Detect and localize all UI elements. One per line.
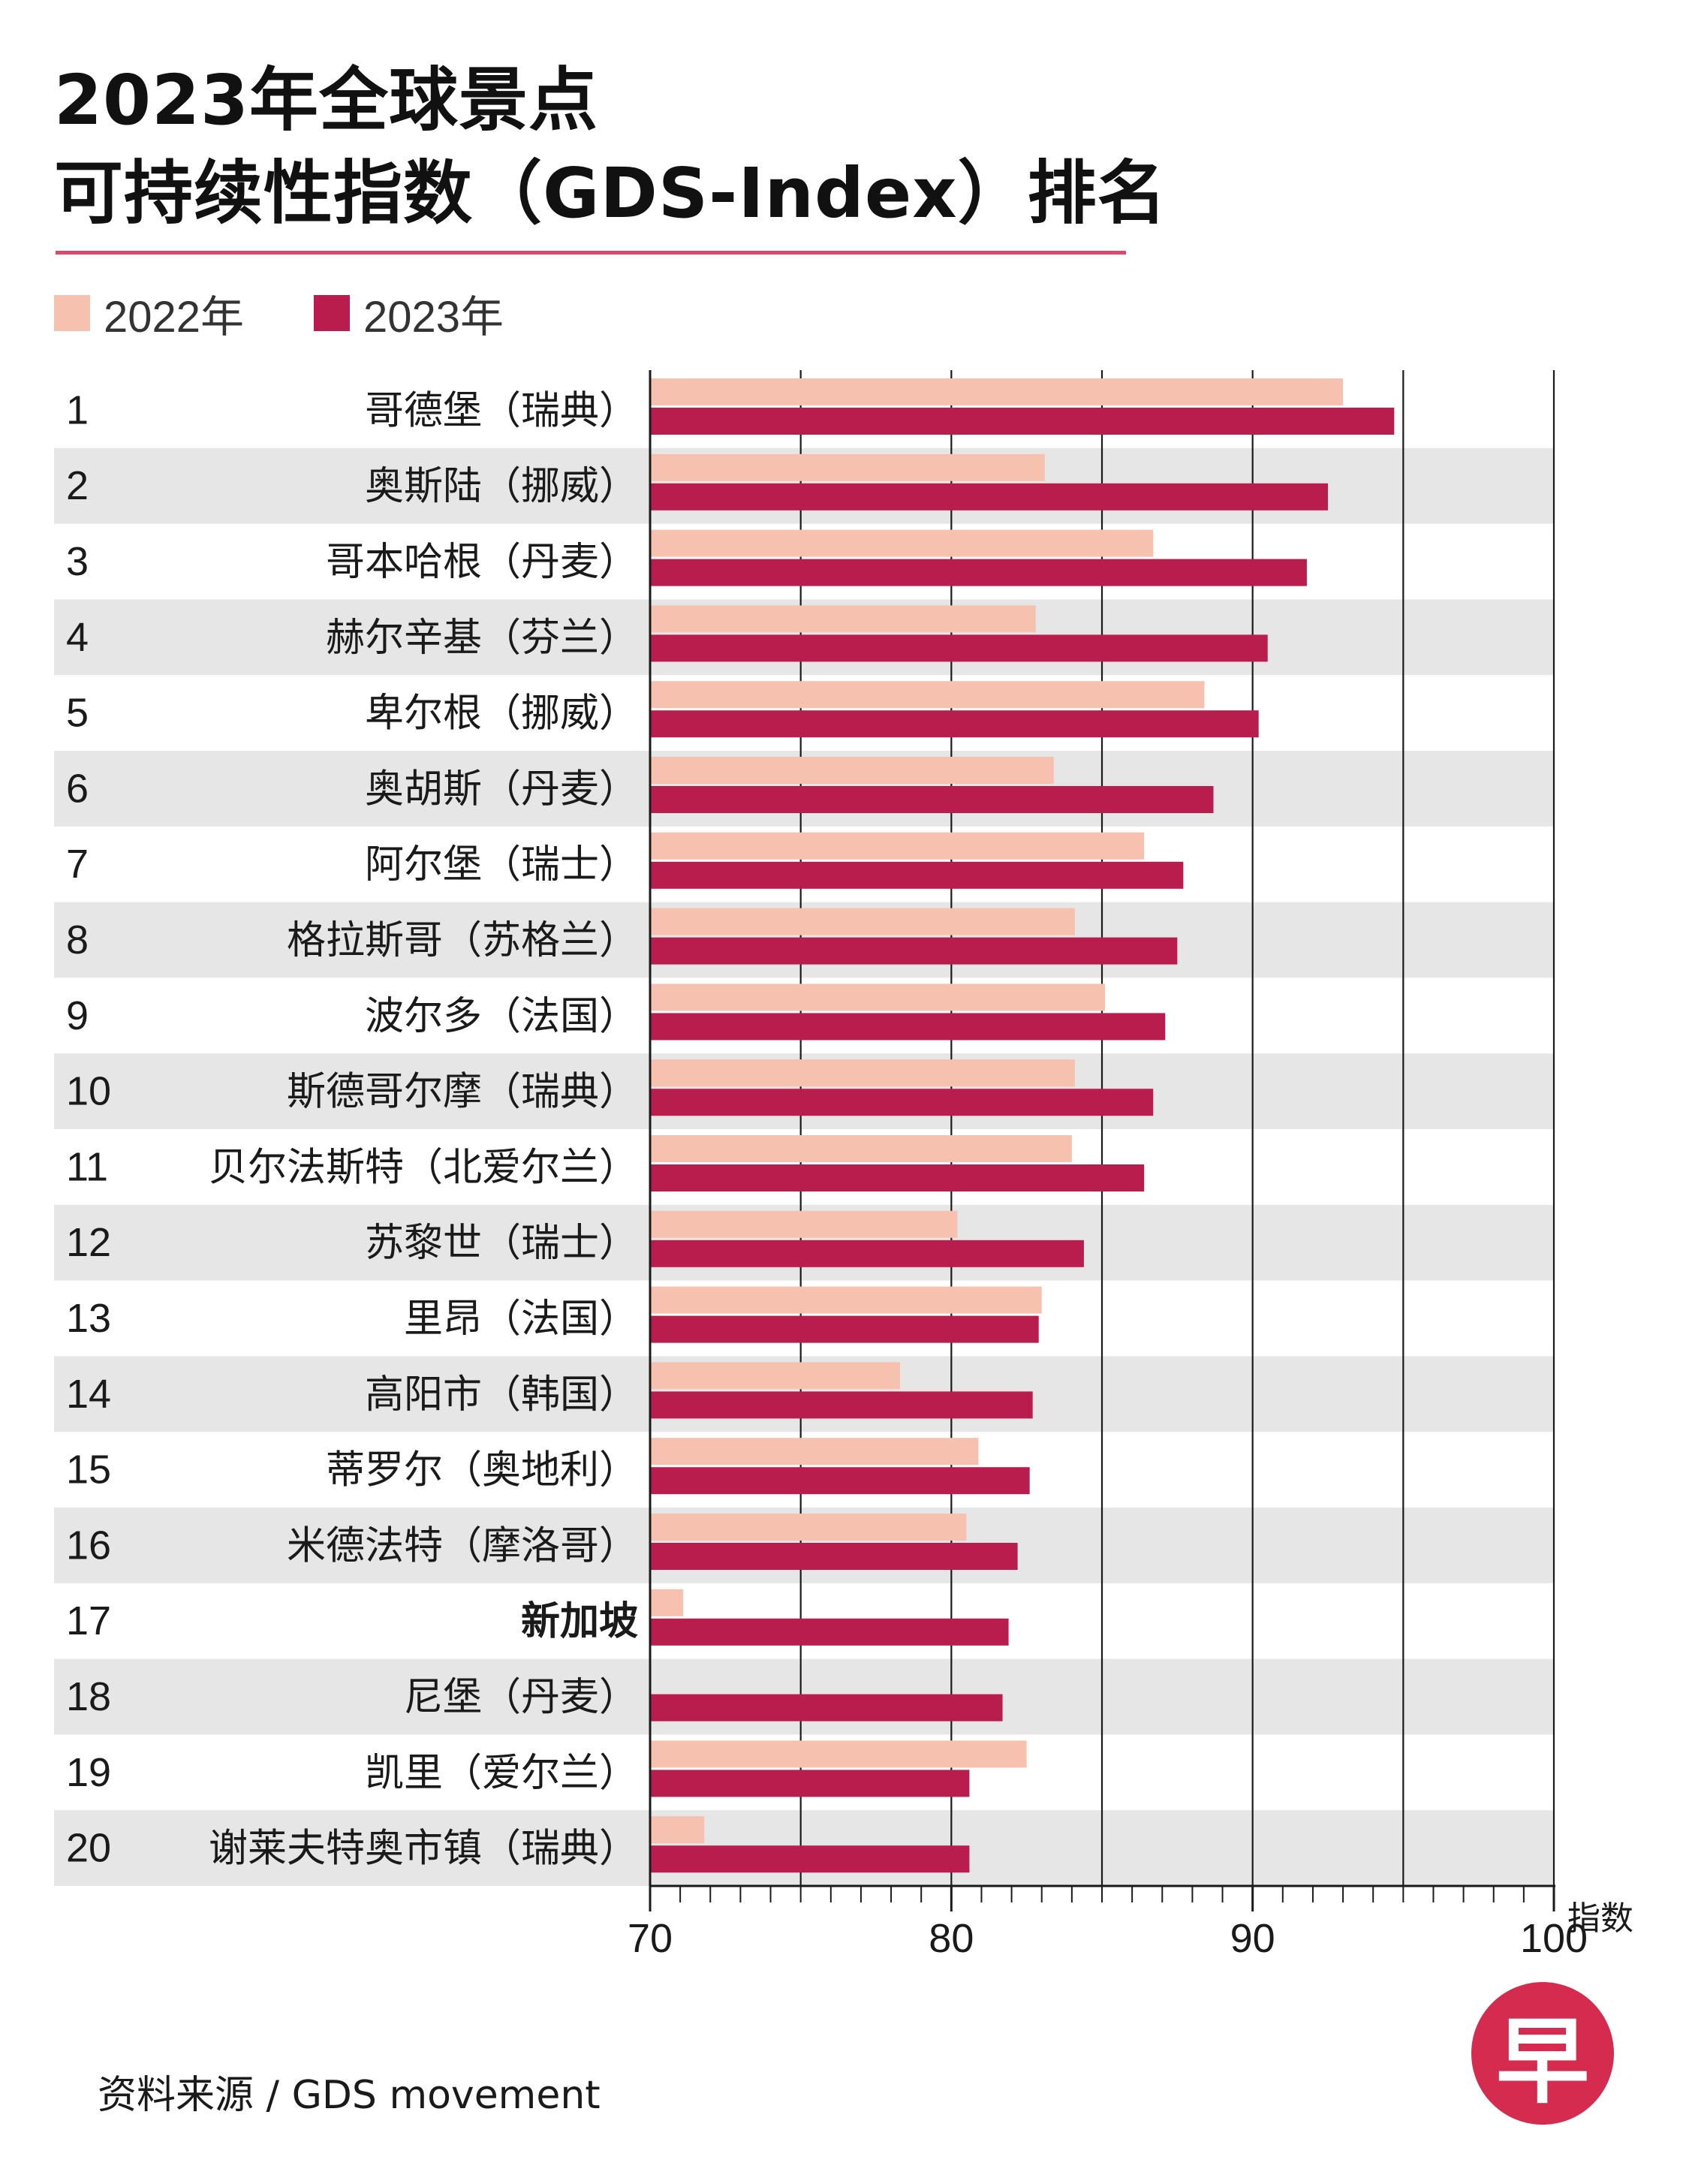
rank-label: 10	[66, 1069, 111, 1114]
x-tick-label: 100	[1520, 1916, 1588, 1961]
legend-label-2022: 2022年	[104, 293, 245, 342]
bar-2022	[650, 1589, 684, 1616]
bar-2023	[650, 1240, 1084, 1267]
legend-swatch-2023	[314, 295, 350, 331]
city-label: 贝尔法斯特（北爱尔兰）	[209, 1145, 638, 1190]
bar-2023	[650, 408, 1395, 435]
bar-2022	[650, 1514, 967, 1541]
bar-2023	[650, 786, 1214, 813]
rank-label: 1	[66, 387, 89, 432]
city-label: 哥德堡（瑞典）	[365, 388, 638, 433]
city-label: 蒂罗尔（奥地利）	[326, 1448, 638, 1493]
bar-2023	[650, 861, 1184, 889]
rank-label: 9	[66, 993, 89, 1038]
rank-label: 11	[66, 1144, 108, 1189]
bar-2023	[650, 634, 1268, 662]
rank-label: 3	[66, 539, 89, 584]
x-axis-title: 指数	[1567, 1899, 1633, 1938]
x-tick-label: 70	[628, 1916, 673, 1961]
city-label: 凯里（爱尔兰）	[365, 1751, 638, 1796]
city-label: 新加坡	[521, 1599, 638, 1644]
rank-label: 18	[66, 1674, 111, 1719]
city-label: 里昂（法国）	[404, 1297, 638, 1342]
rank-label: 15	[66, 1447, 111, 1493]
bar-2022	[650, 1059, 1075, 1087]
bar-2022	[650, 1210, 958, 1238]
city-label: 苏黎世（瑞士）	[365, 1221, 638, 1266]
bar-2022	[650, 1362, 901, 1390]
city-label: 斯德哥尔摩（瑞典）	[287, 1070, 638, 1115]
bar-2022	[650, 757, 1054, 784]
rank-label: 17	[66, 1598, 111, 1643]
bar-2023	[650, 483, 1328, 511]
city-label: 尼堡（丹麦）	[404, 1675, 638, 1720]
bar-2022	[650, 1286, 1042, 1314]
bar-2023	[650, 1013, 1166, 1041]
rank-label: 6	[66, 766, 89, 811]
city-label: 米德法特（摩洛哥）	[287, 1523, 638, 1568]
bar-2022	[650, 984, 1106, 1011]
bar-2022	[650, 1740, 1027, 1768]
bar-2023	[650, 1845, 970, 1873]
bar-2023	[650, 1694, 1003, 1722]
city-label: 赫尔辛基（芬兰）	[326, 616, 638, 661]
bar-2022	[650, 605, 1036, 633]
bar-2022	[650, 378, 1344, 405]
rank-label: 13	[66, 1296, 111, 1341]
rank-label: 7	[66, 842, 89, 887]
title-divider	[56, 251, 1126, 255]
bar-2022	[650, 453, 1045, 481]
bar-2022	[650, 681, 1205, 709]
city-label: 奥胡斯（丹麦）	[365, 767, 638, 812]
bar-2023	[650, 1618, 1009, 1646]
chart-title-line-2: 可持续性指数（GDS-Index）排名	[54, 153, 1167, 233]
bar-2023	[650, 1391, 1033, 1419]
legend-item-2023: 2023年	[314, 287, 504, 342]
legend-item-2022: 2022年	[54, 287, 244, 342]
bar-2023	[650, 937, 1178, 965]
city-label: 格拉斯哥（苏格兰）	[287, 918, 638, 963]
legend-label-2023: 2023年	[363, 293, 504, 342]
source-note: 资料来源 / GDS movement	[98, 2073, 601, 2118]
zaobao-logo: 早	[1471, 1982, 1614, 2125]
bar-2023	[650, 1315, 1039, 1343]
x-tick-label: 90	[1230, 1916, 1275, 1961]
bar-2022	[650, 1438, 979, 1466]
bar-2023	[650, 710, 1259, 738]
city-label: 奥斯陆（挪威）	[365, 464, 638, 509]
rank-label: 2	[66, 463, 89, 508]
x-tick-label: 80	[929, 1916, 974, 1961]
bar-2023	[650, 1164, 1145, 1191]
rank-label: 20	[66, 1826, 111, 1871]
rank-label: 19	[66, 1750, 111, 1795]
bar-2023	[650, 1089, 1154, 1116]
city-label: 哥本哈根（丹麦）	[326, 540, 638, 585]
city-label: 谢莱夫特奥市镇（瑞典）	[209, 1827, 638, 1872]
bar-2023	[650, 1770, 970, 1797]
chart-title-line-1: 2023年全球景点	[54, 60, 599, 140]
city-label: 波尔多（法国）	[365, 994, 638, 1039]
bar-2022	[650, 1135, 1072, 1162]
bar-2023	[650, 1543, 1018, 1570]
bar-2023	[650, 559, 1307, 586]
rank-label: 8	[66, 917, 89, 962]
rank-label: 4	[66, 615, 89, 660]
bar-2022	[650, 908, 1075, 935]
city-label: 阿尔堡（瑞士）	[365, 842, 638, 887]
bar-2023	[650, 1467, 1030, 1495]
rank-label: 5	[66, 691, 89, 736]
city-label: 卑尔根（挪威）	[365, 691, 638, 737]
bar-2022	[650, 529, 1154, 557]
rank-label: 16	[66, 1523, 111, 1568]
bar-2022	[650, 1816, 705, 1844]
bar-2022	[650, 832, 1145, 860]
city-label: 高阳市（韩国）	[365, 1372, 638, 1417]
legend-swatch-2022	[54, 295, 90, 331]
rank-label: 14	[66, 1372, 111, 1417]
rank-label: 12	[66, 1220, 111, 1265]
